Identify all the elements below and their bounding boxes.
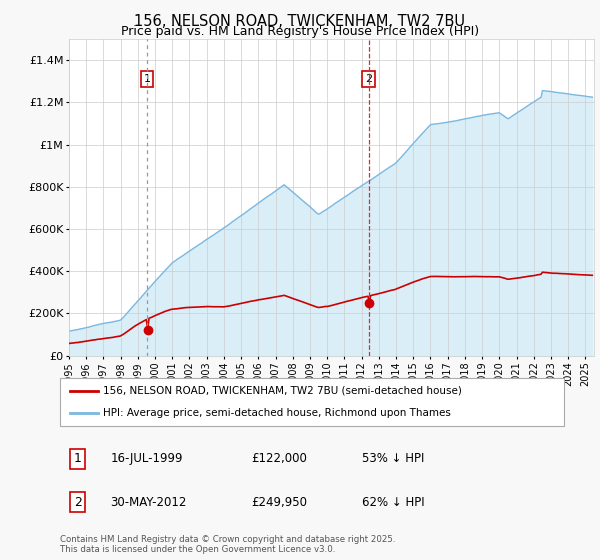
- Text: £249,950: £249,950: [251, 496, 308, 508]
- Text: 2: 2: [365, 74, 372, 84]
- Text: 156, NELSON ROAD, TWICKENHAM, TW2 7BU: 156, NELSON ROAD, TWICKENHAM, TW2 7BU: [134, 14, 466, 29]
- Text: HPI: Average price, semi-detached house, Richmond upon Thames: HPI: Average price, semi-detached house,…: [103, 408, 451, 418]
- Text: 2: 2: [74, 496, 82, 508]
- Text: 1: 1: [74, 452, 82, 465]
- Text: Price paid vs. HM Land Registry's House Price Index (HPI): Price paid vs. HM Land Registry's House …: [121, 25, 479, 38]
- Text: 30-MAY-2012: 30-MAY-2012: [110, 496, 187, 508]
- FancyBboxPatch shape: [60, 378, 564, 426]
- Text: Contains HM Land Registry data © Crown copyright and database right 2025.
This d: Contains HM Land Registry data © Crown c…: [60, 535, 395, 554]
- Text: 53% ↓ HPI: 53% ↓ HPI: [362, 452, 425, 465]
- Text: 16-JUL-1999: 16-JUL-1999: [110, 452, 183, 465]
- Text: 1: 1: [143, 74, 151, 84]
- Text: 62% ↓ HPI: 62% ↓ HPI: [362, 496, 425, 508]
- Text: £122,000: £122,000: [251, 452, 307, 465]
- Text: 156, NELSON ROAD, TWICKENHAM, TW2 7BU (semi-detached house): 156, NELSON ROAD, TWICKENHAM, TW2 7BU (s…: [103, 386, 462, 396]
